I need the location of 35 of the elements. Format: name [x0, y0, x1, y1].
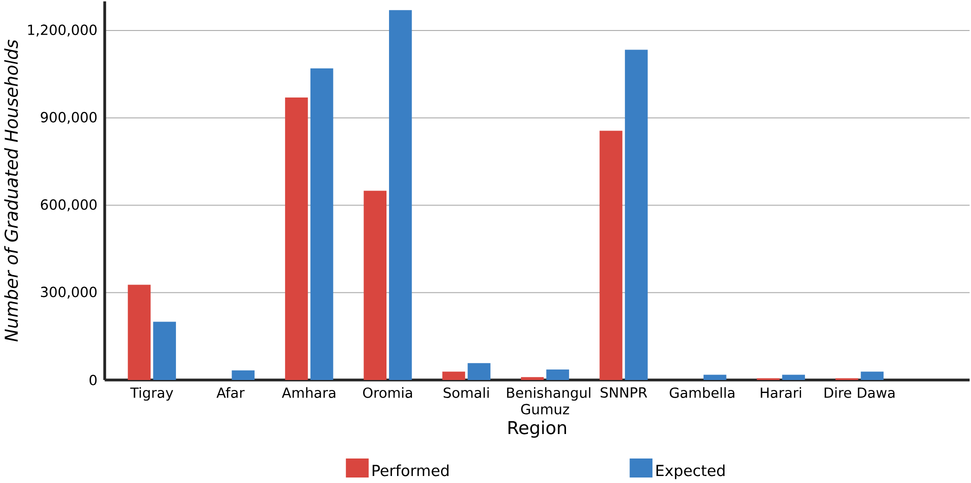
bar	[546, 370, 570, 380]
x-tick-label: Tigray	[130, 387, 174, 401]
x-tick-label: Harari	[760, 387, 802, 398]
x-tick-label: Somali	[444, 387, 489, 398]
bar	[153, 322, 176, 380]
bar	[128, 284, 151, 380]
x-tick-label: Gambella	[670, 387, 734, 398]
y-axis-title: Number of Graduated Households	[4, 40, 18, 342]
bar	[232, 370, 255, 380]
y-tick-label: 1,200,000	[28, 24, 97, 36]
bar	[704, 374, 726, 380]
bar	[468, 363, 490, 380]
x-axis-title: Region	[508, 420, 566, 438]
bar	[624, 50, 648, 380]
y-tick-label: 600,000	[40, 199, 97, 212]
legend-label: Expected	[656, 464, 725, 480]
y-tick-label: 0	[90, 374, 97, 386]
legend-label: Performed	[372, 464, 448, 476]
x-tick-label: Afar	[216, 387, 245, 398]
bar	[310, 68, 334, 380]
bar	[860, 372, 884, 380]
y-tick-label: 900,000	[40, 112, 97, 124]
x-tick-label: Benishangul Gumuz	[507, 387, 590, 414]
y-tick-label: 300,000	[40, 286, 97, 299]
x-tick-label: Dire Dawa	[824, 387, 894, 398]
x-tick-label: Oromia	[363, 387, 412, 398]
x-tick-label: SNNPR	[600, 387, 648, 398]
bar	[389, 10, 412, 380]
bar	[364, 190, 386, 380]
bar	[600, 130, 622, 380]
bar	[442, 372, 466, 380]
bar	[285, 98, 308, 380]
x-tick-label: Amhara	[282, 387, 336, 398]
bar	[520, 377, 544, 380]
bar	[782, 374, 805, 380]
